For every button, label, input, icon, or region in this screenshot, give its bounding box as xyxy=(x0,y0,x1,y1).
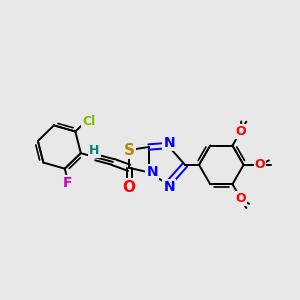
Text: O: O xyxy=(235,125,246,138)
Text: N: N xyxy=(146,165,158,179)
Text: Cl: Cl xyxy=(82,115,95,128)
Text: N: N xyxy=(164,180,175,194)
Text: H: H xyxy=(89,143,100,157)
Text: O: O xyxy=(235,192,246,205)
Text: N: N xyxy=(164,136,175,150)
Text: F: F xyxy=(62,176,72,190)
Text: O: O xyxy=(123,180,136,195)
Text: O: O xyxy=(255,158,265,171)
Text: S: S xyxy=(124,142,135,158)
